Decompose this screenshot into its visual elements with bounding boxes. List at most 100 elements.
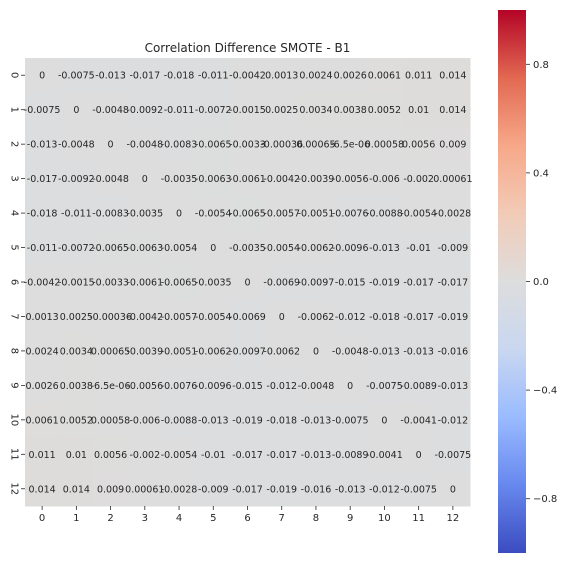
x-tick-label: 0: [39, 513, 45, 524]
heatmap-cell: [25, 230, 60, 266]
heatmap-cell: [367, 195, 403, 231]
cell-value-label: -0.0041: [400, 415, 437, 426]
cell-value-label: -0.019: [232, 415, 263, 426]
x-tick-label: 9: [347, 513, 353, 524]
heatmap-cell: [93, 161, 129, 197]
y-tick-label: 8: [9, 348, 20, 354]
cell-value-label: 0.0013: [25, 312, 58, 323]
cell-value-label: -0.013: [403, 346, 434, 357]
cell-value-label: 0: [313, 346, 319, 357]
cell-value-label: -0.013: [301, 415, 332, 426]
heatmap-cell: [127, 471, 163, 507]
cell-value-label: 0.014: [439, 71, 466, 82]
heatmap-cell: [59, 58, 94, 93]
y-tick-label: 3: [9, 175, 20, 181]
cell-value-label: -0.017: [403, 278, 434, 289]
heatmap-cell: [298, 333, 334, 369]
heatmap-cell: [93, 471, 129, 507]
heatmap-cell: [161, 126, 197, 162]
heatmap-cell: [298, 58, 334, 93]
heatmap-cell: [161, 471, 197, 507]
heatmap-cell: [25, 402, 60, 438]
heatmap-cell: [401, 264, 437, 300]
heatmap-cell: [401, 195, 437, 231]
heatmap-cell: [264, 126, 300, 162]
cell-value-label: 0: [279, 312, 285, 323]
cell-value-label: 0.0052: [368, 105, 401, 116]
cell-value-label: -0.017: [129, 71, 160, 82]
y-tick-label: 4: [9, 210, 20, 216]
heatmap-cell: [298, 195, 334, 231]
cell-value-label: -0.0075: [400, 484, 437, 495]
heatmap-cell: [367, 402, 403, 438]
cell-value-label: -0.0089: [332, 450, 369, 461]
colorbar: −0.8 −0.4 0.0 0.4 0.8: [498, 10, 557, 553]
heatmap-cell: [127, 126, 163, 162]
heatmap-cell: [230, 92, 266, 128]
heatmap-cell: [298, 264, 334, 300]
cell-value-label: 0.0025: [265, 105, 298, 116]
cell-value-label: -0.013: [335, 484, 366, 495]
cell-value-label: -0.013: [301, 450, 332, 461]
cell-value-label: 0: [39, 71, 45, 82]
heatmap-cell: [196, 264, 231, 300]
heatmap-cell: [298, 126, 334, 162]
cell-value-label: -0.018: [27, 209, 58, 220]
x-tick-label: 8: [313, 513, 319, 524]
cell-value-label: -0.018: [164, 71, 195, 82]
cell-value-label: -0.0054: [263, 243, 300, 254]
cell-value-label: -0.0096: [332, 243, 369, 254]
heatmap-cell: [333, 402, 368, 438]
heatmap-cell: [435, 333, 471, 369]
heatmap-cell: [333, 58, 368, 93]
heatmap-cell: [161, 92, 197, 128]
y-tick-label: 7: [9, 313, 20, 319]
heatmap-cell: [435, 299, 471, 335]
cell-value-label: -0.00036: [89, 312, 132, 323]
x-tick-label: 7: [279, 513, 285, 524]
heatmap-cell: [401, 92, 437, 128]
cell-value-label: 0.01: [66, 450, 87, 461]
heatmap-cell: [367, 161, 403, 197]
cell-value-label: 0: [381, 415, 387, 426]
cell-value-label: -0.011: [27, 243, 58, 254]
heatmap-cell: [264, 471, 300, 507]
cell-value-label: -0.0076: [161, 381, 198, 392]
cell-value-label: 0.014: [29, 484, 56, 495]
cell-value-label: -0.0039: [126, 346, 163, 357]
heatmap-cell: [59, 161, 94, 197]
heatmap-cell: [264, 92, 300, 128]
cell-value-label: 0.0026: [334, 71, 367, 82]
cell-value-label: -0.0056: [332, 174, 369, 185]
heatmap-cell: [59, 333, 94, 369]
cell-value-label: 0.0061: [368, 71, 401, 82]
heatmap-cell: [127, 299, 163, 335]
cell-value-label: 0.0025: [60, 312, 93, 323]
cell-value-label: 0: [244, 278, 250, 289]
cell-value-label: 0: [176, 209, 182, 220]
heatmap-cell: [196, 230, 231, 266]
heatmap-cell: [161, 58, 197, 93]
x-tick-label: 12: [447, 513, 460, 524]
cell-value-label: 0.0056: [94, 450, 127, 461]
cell-value-label: 0.00061: [125, 484, 164, 495]
heatmap-cell: [435, 230, 471, 266]
cell-value-label: 0.0034: [60, 346, 93, 357]
heatmap-cell: [93, 437, 129, 473]
cell-value-label: -0.0035: [229, 243, 266, 254]
heatmap-cell: [435, 92, 471, 128]
heatmap-cell: [196, 299, 231, 335]
x-tick-label: 3: [142, 513, 148, 524]
heatmap-cell: [25, 437, 60, 473]
cell-value-label: -0.0061: [229, 174, 266, 185]
heatmap-cell: [161, 195, 197, 231]
heatmap-cell: [59, 92, 94, 128]
cell-value-label: 0.0061: [25, 415, 58, 426]
heatmap-cell: [401, 126, 437, 162]
cell-value-label: -0.0075: [366, 381, 403, 392]
cell-value-label: -0.017: [232, 484, 263, 495]
heatmap-cell: [298, 402, 334, 438]
heatmap-cell: [196, 58, 231, 93]
cell-value-label: -0.0063: [195, 174, 232, 185]
cell-value-label: -0.0065: [195, 140, 232, 151]
